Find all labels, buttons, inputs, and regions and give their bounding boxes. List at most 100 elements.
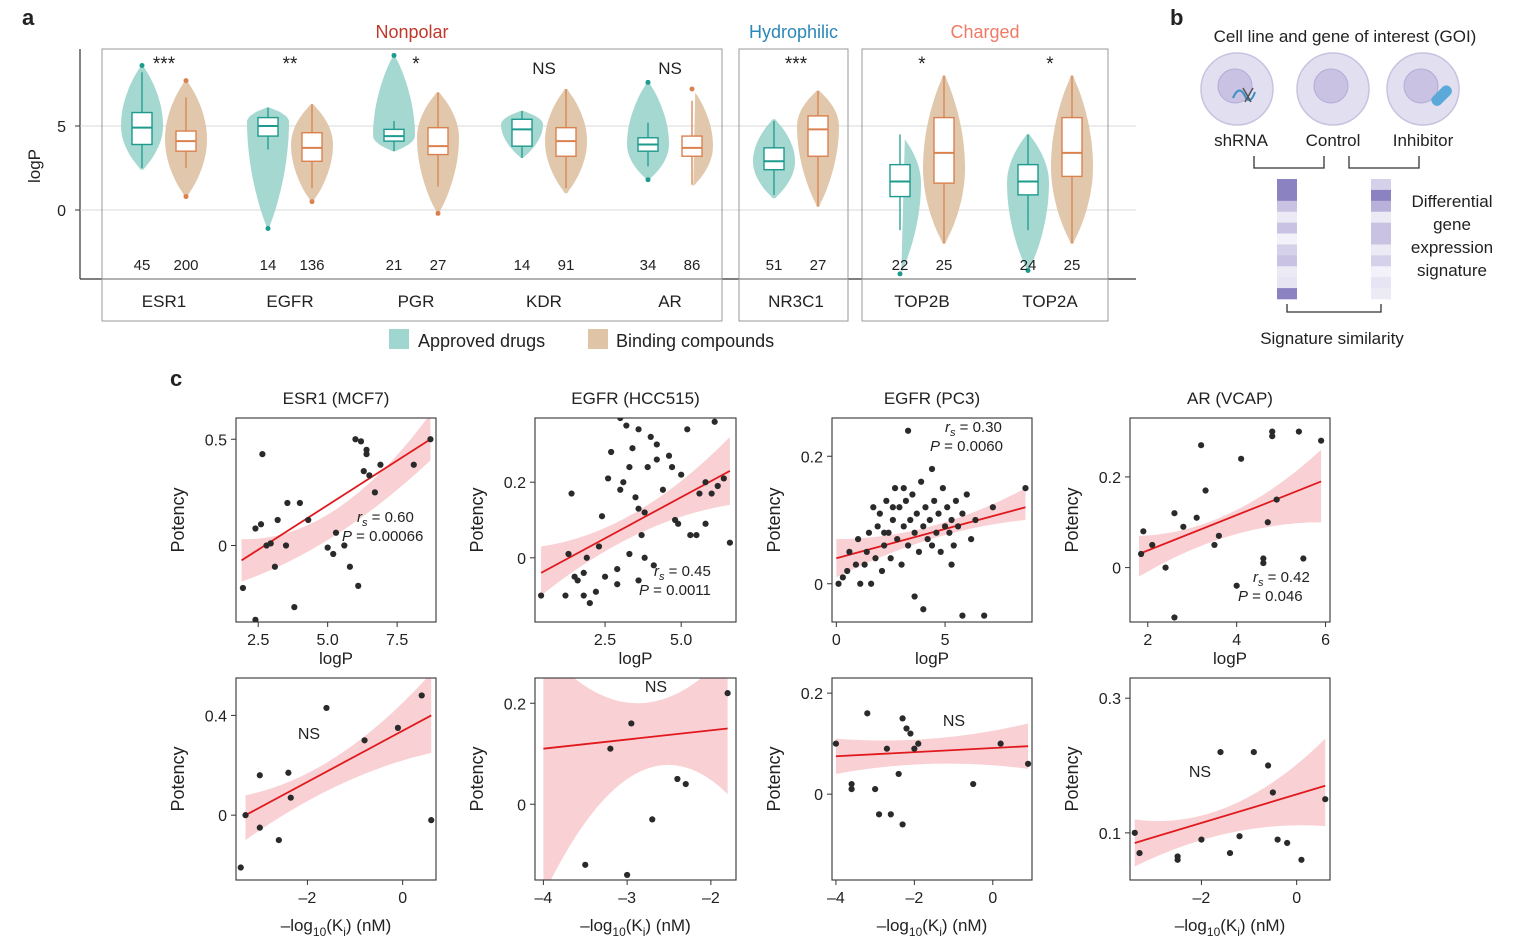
- data-point: [839, 574, 846, 581]
- group-label: Hydrophilic: [749, 22, 838, 42]
- data-point: [357, 438, 365, 445]
- stat-rs-symbol: r: [945, 419, 951, 436]
- plot-frame: [534, 677, 737, 881]
- significance-label: ***: [785, 54, 808, 75]
- data-point: [918, 478, 925, 485]
- data-point: [913, 510, 920, 517]
- cell-label: shRNA: [1214, 131, 1269, 150]
- data-point: [874, 523, 881, 530]
- data-point: [626, 464, 633, 471]
- x-tick-label: 2.5: [594, 632, 616, 649]
- data-point: [641, 554, 648, 561]
- data-point: [586, 600, 593, 607]
- y-tick-label: 0: [218, 539, 227, 556]
- target-label: NR3C1: [768, 292, 824, 311]
- data-point: [931, 497, 938, 504]
- plot-frame: [235, 417, 437, 623]
- regression-line: [543, 727, 728, 750]
- data-point: [687, 532, 694, 539]
- ns-label: NS: [943, 713, 965, 730]
- data-point: [846, 548, 853, 555]
- data-point: [604, 475, 612, 482]
- data-point: [601, 573, 609, 580]
- y-axis-label: Potency: [1062, 746, 1082, 811]
- data-point: [875, 811, 883, 818]
- data-point: [418, 692, 425, 699]
- data-point: [854, 536, 862, 543]
- data-point: [865, 529, 873, 536]
- x-tick-label: 4: [1232, 632, 1241, 649]
- signature-stripe-band: [1371, 222, 1391, 234]
- data-point: [428, 817, 435, 824]
- confidence-band: [241, 418, 431, 582]
- approved-outlier: [1025, 267, 1031, 273]
- scatter-title: AR (VCAP): [1187, 389, 1273, 408]
- data-point: [617, 418, 624, 422]
- data-point: [696, 490, 703, 497]
- data-point: [726, 539, 734, 546]
- stat-rs-value: = 0.60: [368, 509, 414, 526]
- data-point: [659, 486, 667, 493]
- signature-stripe-band: [1277, 288, 1297, 300]
- approved-violin: [901, 139, 921, 274]
- data-point: [562, 592, 569, 599]
- data-point: [649, 816, 656, 823]
- signature-stripe-band: [1371, 179, 1391, 191]
- binding-count: 27: [430, 257, 447, 274]
- significance-label: *: [918, 54, 926, 75]
- legend-label-approved: Approved drugs: [418, 331, 545, 351]
- similarity-label: Signature similarity: [1260, 329, 1404, 348]
- target-label: TOP2A: [1022, 292, 1078, 311]
- data-point: [852, 561, 860, 568]
- data-point: [915, 740, 922, 747]
- data-point: [296, 499, 303, 507]
- regression-line: [540, 470, 731, 574]
- legend-label-binding: Binding compounds: [616, 331, 774, 351]
- data-point: [1140, 528, 1147, 535]
- data-point: [256, 824, 263, 831]
- data-point: [948, 561, 955, 568]
- stat-p-symbol: P: [639, 582, 649, 599]
- data-point: [909, 491, 916, 498]
- stat-rs-subscript: s: [950, 427, 956, 439]
- data-point: [665, 452, 673, 459]
- stat-rs-symbol: r: [1253, 569, 1259, 586]
- panel-label-a: a: [22, 5, 35, 30]
- data-point: [954, 523, 962, 530]
- confidence-band: [245, 678, 432, 841]
- data-point: [644, 464, 651, 471]
- x-tick-label: 5: [941, 632, 950, 649]
- data-point: [427, 436, 434, 443]
- regression-line: [1134, 784, 1326, 844]
- group-frame: [738, 48, 849, 322]
- group-frame: [861, 48, 1109, 322]
- data-point: [324, 544, 331, 551]
- approved-outlier: [139, 63, 145, 69]
- data-point: [305, 516, 312, 524]
- data-point: [948, 516, 955, 524]
- y-tick-label: 0.1: [1099, 826, 1121, 843]
- scatter-panel: 2.5 5.0 7.5 0 0.5 Potency logP ESR1 (MCF7) rs = …: [168, 389, 437, 668]
- group-frame: [101, 48, 723, 322]
- legend-swatch-binding: [588, 329, 608, 349]
- data-point: [1318, 437, 1325, 444]
- x-axis-label: –log10(Ki) (nM): [1175, 916, 1286, 939]
- diagram-title: Cell line and gene of interest (GOI): [1214, 27, 1477, 46]
- data-point: [883, 497, 890, 504]
- target-label: PGR: [398, 292, 435, 311]
- data-point: [997, 740, 1004, 747]
- data-point: [835, 580, 842, 587]
- data-point: [628, 720, 635, 727]
- y-tick-label: 0: [814, 787, 823, 804]
- signature-stripe-band: [1277, 266, 1297, 278]
- signature-stripe-band: [1371, 266, 1391, 278]
- stat-p: P = 0.00066: [342, 528, 423, 545]
- data-point: [1162, 564, 1169, 571]
- data-point: [885, 529, 892, 536]
- y-axis-label: Potency: [467, 746, 487, 811]
- x-tick-label: –2: [299, 890, 317, 907]
- approved-count: 21: [386, 257, 403, 274]
- y-tick-label: 0: [1112, 561, 1121, 578]
- signature-label: signature: [1417, 261, 1487, 280]
